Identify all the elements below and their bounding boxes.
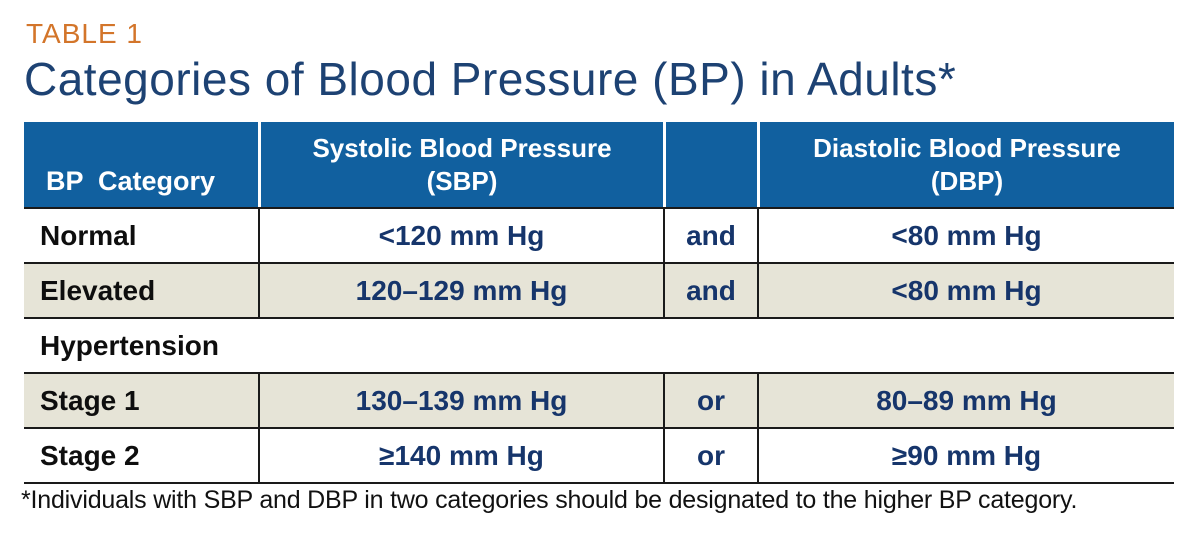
sbp-cell: 120–129 mm Hg [258,264,663,317]
sbp-cell: ≥140 mm Hg [258,429,663,482]
table-number-label: TABLE 1 [26,18,143,49]
header-systolic: Systolic Blood Pressure (SBP) [258,122,663,207]
connector-cell: or [663,374,757,427]
header-systolic-line2: (SBP) [426,165,498,196]
table-header-row: BP Category Systolic Blood Pressure (SBP… [24,122,1174,207]
connector-cell: and [663,209,757,262]
page-title: Categories of Blood Pressure (BP) in Adu… [24,53,957,105]
connector-cell: or [663,429,757,482]
header-bp-category: BP Category [46,166,216,196]
dbp-cell: ≥90 mm Hg [757,429,1174,482]
header-diastolic: Diastolic Blood Pressure (DBP) [757,122,1174,207]
connector-cell: and [663,264,757,317]
table-footnote: *Individuals with SBP and DBP in two cat… [21,486,1078,514]
header-systolic-line1: Systolic Blood Pressure [312,133,612,163]
blood-pressure-table: BP Category Systolic Blood Pressure (SBP… [24,122,1174,484]
sbp-cell: <120 mm Hg [258,209,663,262]
sbp-cell: 130–139 mm Hg [258,374,663,427]
table-row-normal: Normal <120 mm Hg and <80 mm Hg [24,207,1174,262]
table-row-hypertension-section: Hypertension [24,317,1174,372]
category-cell: Elevated [40,274,156,306]
dbp-cell: <80 mm Hg [757,264,1174,317]
table-row-stage1: Stage 1 130–139 mm Hg or 80–89 mm Hg [24,372,1174,427]
section-label: Hypertension [40,329,219,361]
dbp-cell: 80–89 mm Hg [757,374,1174,427]
category-cell: Stage 2 [40,439,140,471]
header-diastolic-line1: Diastolic Blood Pressure [813,133,1121,163]
category-cell: Normal [40,219,137,251]
dbp-cell: <80 mm Hg [757,209,1174,262]
table-row-elevated: Elevated 120–129 mm Hg and <80 mm Hg [24,262,1174,317]
header-diastolic-line2: (DBP) [930,165,1004,196]
table-row-stage2: Stage 2 ≥140 mm Hg or ≥90 mm Hg [24,427,1174,482]
header-connector [663,122,757,207]
category-cell: Stage 1 [40,384,140,416]
